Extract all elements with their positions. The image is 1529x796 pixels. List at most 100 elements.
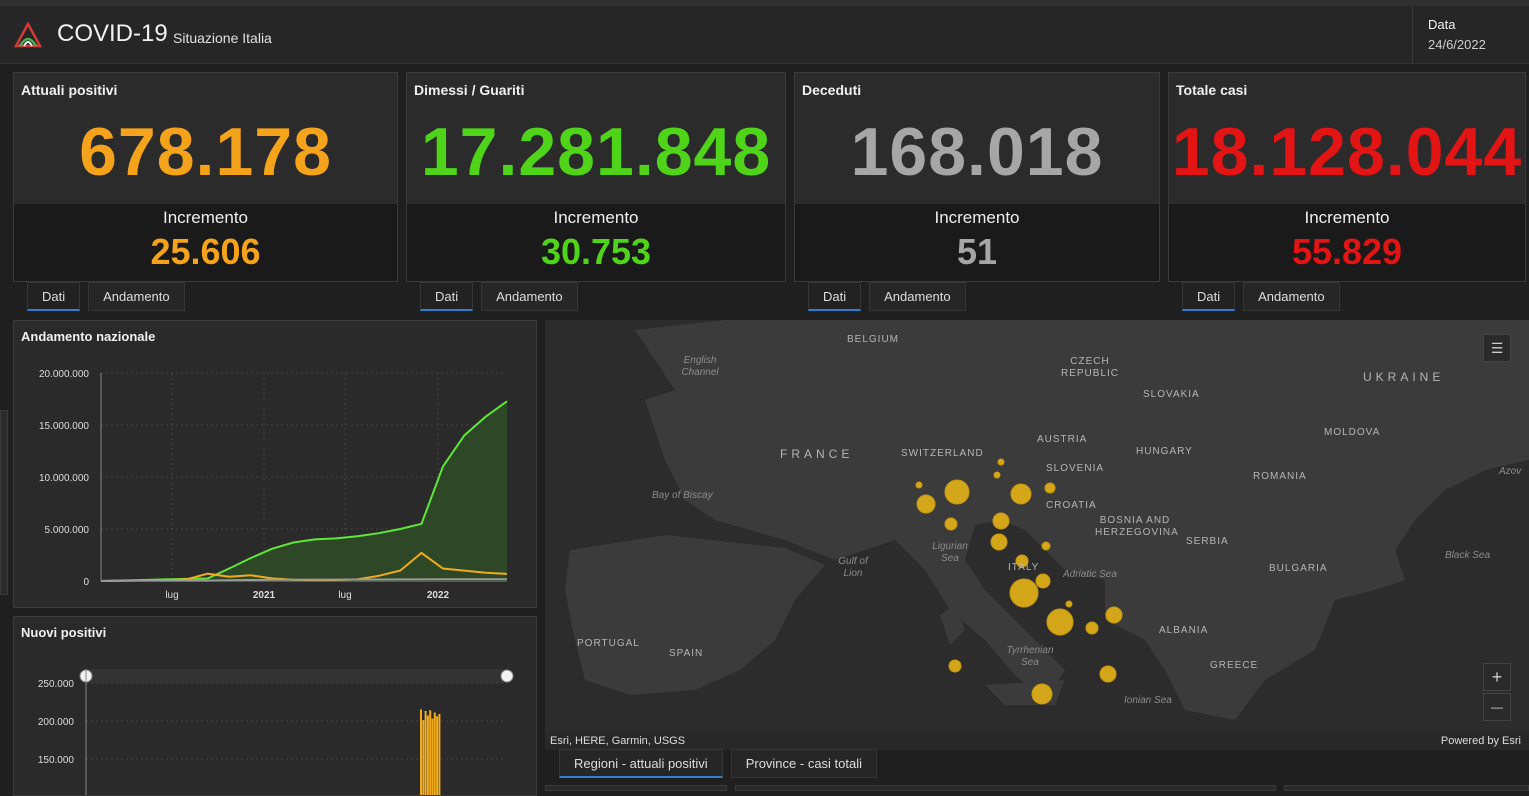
map-label: ALBANIA [1159, 625, 1209, 636]
increment-value: 51 [956, 231, 998, 272]
x-tick-label: lug [338, 590, 351, 601]
nuovi-positivi-panel: Nuovi positivi 250.000 200.000 150.000 [13, 616, 537, 796]
sea-label: Adriatic Sea [1063, 569, 1117, 580]
tab-andamento[interactable]: Andamento [869, 282, 966, 311]
map-label: SERBIA [1186, 536, 1229, 547]
card-attuali-positivi: Attuali positivi 678.178 Incremento 25.6… [13, 72, 398, 282]
map-label: SLOVENIA [1046, 463, 1105, 474]
increment-value: 55.829 [1291, 231, 1403, 272]
regions-map[interactable]: BELGIUM CZECH REPUBLIC UKRAINE SLOVAKIA … [545, 320, 1529, 750]
range-slider-track [86, 669, 507, 683]
attribution-text: Esri, HERE, Garmin, USGS [550, 735, 686, 747]
y-tick-label: 200.000 [38, 717, 75, 728]
sea-label: Azov [1499, 466, 1522, 477]
zoom-in-button[interactable]: + [1483, 663, 1511, 691]
andamento-chart: 20.000.000 15.000.000 10.000.000 5.000.000 0… [39, 369, 508, 601]
legend-list-icon[interactable]: ☰ [1483, 334, 1511, 362]
series-line-2 [100, 578, 507, 582]
card-title: Dimessi / Guariti [414, 82, 525, 98]
card-value: 678.178 [79, 114, 332, 190]
card-title: Attuali positivi [21, 82, 118, 98]
y-tick-label: 0 [83, 577, 89, 588]
powered-by-text[interactable]: Powered by Esri [1440, 735, 1521, 747]
bar [429, 710, 432, 795]
sea-label: Bay of Biscay [652, 490, 713, 501]
top-strip [0, 0, 1529, 6]
card-increment-box: Incremento 25.606 [14, 204, 397, 281]
map-label: SWITZERLAND [901, 448, 984, 459]
card-totale-casi: Totale casi 18.128.044 Incremento 55.829 [1168, 72, 1526, 282]
map-label: SLOVAKIA [1143, 389, 1200, 400]
tab-dati[interactable]: Dati [1182, 282, 1236, 311]
tab-dati[interactable]: Dati [420, 282, 474, 311]
card-increment-box: Incremento 55.829 [1169, 204, 1525, 281]
bar [424, 711, 427, 795]
increment-label: Incremento [934, 208, 1020, 227]
card-increment-box: Incremento 51 [795, 204, 1159, 281]
sea-label: Ionian Sea [1124, 695, 1172, 706]
tab-dati[interactable]: Dati [808, 282, 862, 311]
y-tick-label: 10.000.000 [39, 473, 89, 484]
card-deceduti: Deceduti 168.018 Incremento 51 [794, 72, 1160, 282]
map-label: GREECE [1210, 660, 1259, 671]
sea-label: Ligurian Sea [932, 541, 968, 564]
card-tabs-guariti: Dati Andamento [420, 282, 586, 311]
bar [431, 718, 434, 795]
bar [426, 715, 429, 795]
card-value: 168.018 [850, 114, 1104, 190]
sea-label: Tyrrhenian Sea [1006, 645, 1054, 668]
sea-label: Black Sea [1445, 550, 1491, 561]
increment-label: Incremento [1304, 208, 1390, 227]
card-tabs-attuali: Dati Andamento [27, 282, 193, 311]
tab-andamento[interactable]: Andamento [481, 282, 578, 311]
card-title: Totale casi [1176, 82, 1248, 98]
andamento-panel: Andamento nazionale 20.000.000 15.000.000… [13, 320, 537, 608]
sea-label: Gulf of Lion [838, 556, 868, 579]
tab-dati[interactable]: Dati [27, 282, 81, 311]
map-label: FRANCE [780, 447, 854, 461]
sidebar-collapse-handle[interactable] [0, 410, 8, 595]
card-value: 17.281.848 [420, 114, 772, 190]
increment-label: Incremento [553, 208, 639, 227]
tab-province[interactable]: Province - casi totali [730, 749, 878, 778]
app-logo-icon [13, 22, 43, 48]
card-increment-box: Incremento 30.753 [407, 204, 785, 281]
card-title: Deceduti [802, 82, 862, 98]
map-label: BOSNIA AND HERZEGOVINA [1095, 515, 1179, 538]
nuovi-positivi-chart: 250.000 200.000 150.000 [38, 669, 514, 795]
tab-regioni[interactable]: Regioni - attuali positivi [559, 749, 723, 778]
map-label: ROMANIA [1253, 471, 1307, 482]
app-title: COVID-19 [57, 20, 168, 47]
bar [436, 716, 439, 795]
date-label: Data [1428, 17, 1456, 32]
x-tick-label: 2022 [427, 590, 450, 601]
y-tick-label: 15.000.000 [39, 421, 89, 432]
map-label: BULGARIA [1269, 563, 1328, 574]
bottom-panel-edge [545, 785, 727, 791]
date-value: 24/6/2022 [1428, 37, 1486, 52]
map-land [545, 320, 1529, 750]
map-label: CROATIA [1046, 500, 1097, 511]
bar [433, 712, 436, 795]
card-tabs-totale: Dati Andamento [1182, 282, 1348, 311]
zoom-out-button[interactable]: — [1483, 693, 1511, 721]
map-label: SPAIN [669, 648, 704, 659]
tab-andamento[interactable]: Andamento [88, 282, 185, 311]
bottom-panel-edge [1284, 785, 1529, 791]
map-label: CZECH REPUBLIC [1060, 356, 1119, 379]
map-label: MOLDOVA [1324, 427, 1381, 438]
y-tick-label: 5.000.000 [45, 525, 90, 536]
region-bubbles [915, 458, 1123, 705]
sea-label: English Channel [681, 355, 719, 378]
map-label: ITALY [1008, 562, 1040, 573]
map-label: HUNGARY [1136, 446, 1193, 457]
map-label: AUSTRIA [1037, 434, 1088, 445]
y-tick-label: 150.000 [38, 755, 75, 766]
tab-andamento[interactable]: Andamento [1243, 282, 1340, 311]
app-subtitle: Situazione Italia [173, 30, 272, 46]
y-tick-label: 250.000 [38, 679, 75, 690]
panel-title: Nuovi positivi [21, 625, 107, 640]
map-label: PORTUGAL [577, 638, 640, 649]
series-area [101, 401, 507, 581]
increment-label: Incremento [162, 208, 249, 227]
